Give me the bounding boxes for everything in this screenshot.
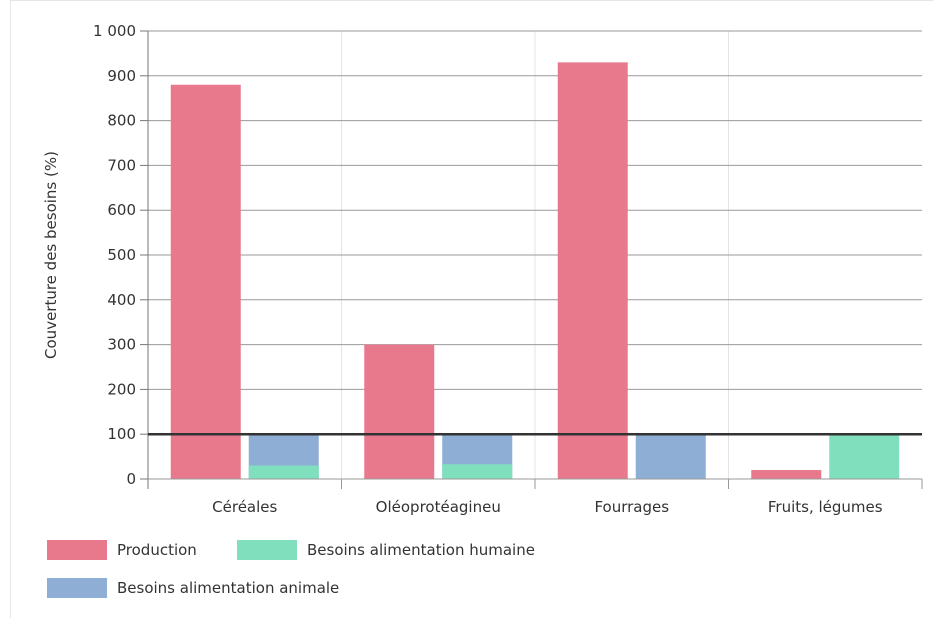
x-category-label: Fourrages	[594, 498, 669, 516]
y-tick-label: 800	[107, 112, 136, 130]
legend-item-production[interactable]: Production	[47, 540, 197, 560]
bar-production[interactable]	[170, 84, 241, 479]
y-tick-label: 700	[107, 156, 136, 174]
legend-label-besoins-animale: Besoins alimentation animale	[117, 579, 340, 597]
y-tick-label: 100	[107, 425, 136, 443]
legend-swatch-production	[47, 540, 107, 560]
y-axis-label: Couverture des besoins (%)	[42, 151, 60, 359]
bar-production[interactable]	[751, 470, 822, 479]
bars	[170, 62, 900, 480]
bar-besoins-humaine[interactable]	[248, 465, 319, 479]
y-tick-label: 500	[107, 246, 136, 264]
axes	[140, 30, 923, 489]
chart-container	[10, 0, 933, 618]
y-tick-label: 300	[107, 336, 136, 354]
x-category-label: Oléoprotéagineu	[376, 498, 501, 516]
bar-production[interactable]	[557, 62, 628, 480]
y-tick-label: 0	[126, 470, 136, 488]
y-tick-label: 900	[107, 67, 136, 85]
legend-label-besoins-humaine: Besoins alimentation humaine	[307, 541, 535, 559]
legend-label-production: Production	[117, 541, 197, 559]
legend-item-besoins-animale[interactable]: Besoins alimentation animale	[47, 578, 339, 598]
y-tick-label: 1 000	[93, 22, 136, 40]
legend-swatch-besoins-humaine	[237, 540, 297, 560]
bar-besoins-humaine[interactable]	[442, 464, 513, 479]
bar-besoins-humaine[interactable]	[829, 434, 900, 479]
y-tick-label: 600	[107, 201, 136, 219]
y-tick-label: 400	[107, 291, 136, 309]
y-tick-label: 200	[107, 380, 136, 398]
y-tick-labels: 0 100 200 300 400 500 600 700 800 900 1 000	[93, 22, 136, 488]
bar-production[interactable]	[364, 344, 435, 479]
bar-besoins-animale[interactable]	[635, 434, 706, 479]
x-category-label: Fruits, légumes	[768, 498, 883, 516]
x-category-labels: Céréales Oléoprotéagineu Fourrages Fruits, …	[212, 498, 883, 516]
grid	[148, 30, 922, 479]
legend-item-besoins-humaine[interactable]: Besoins alimentation humaine	[237, 540, 535, 560]
legend-swatch-besoins-animale	[47, 578, 107, 598]
x-category-label: Céréales	[212, 498, 277, 516]
